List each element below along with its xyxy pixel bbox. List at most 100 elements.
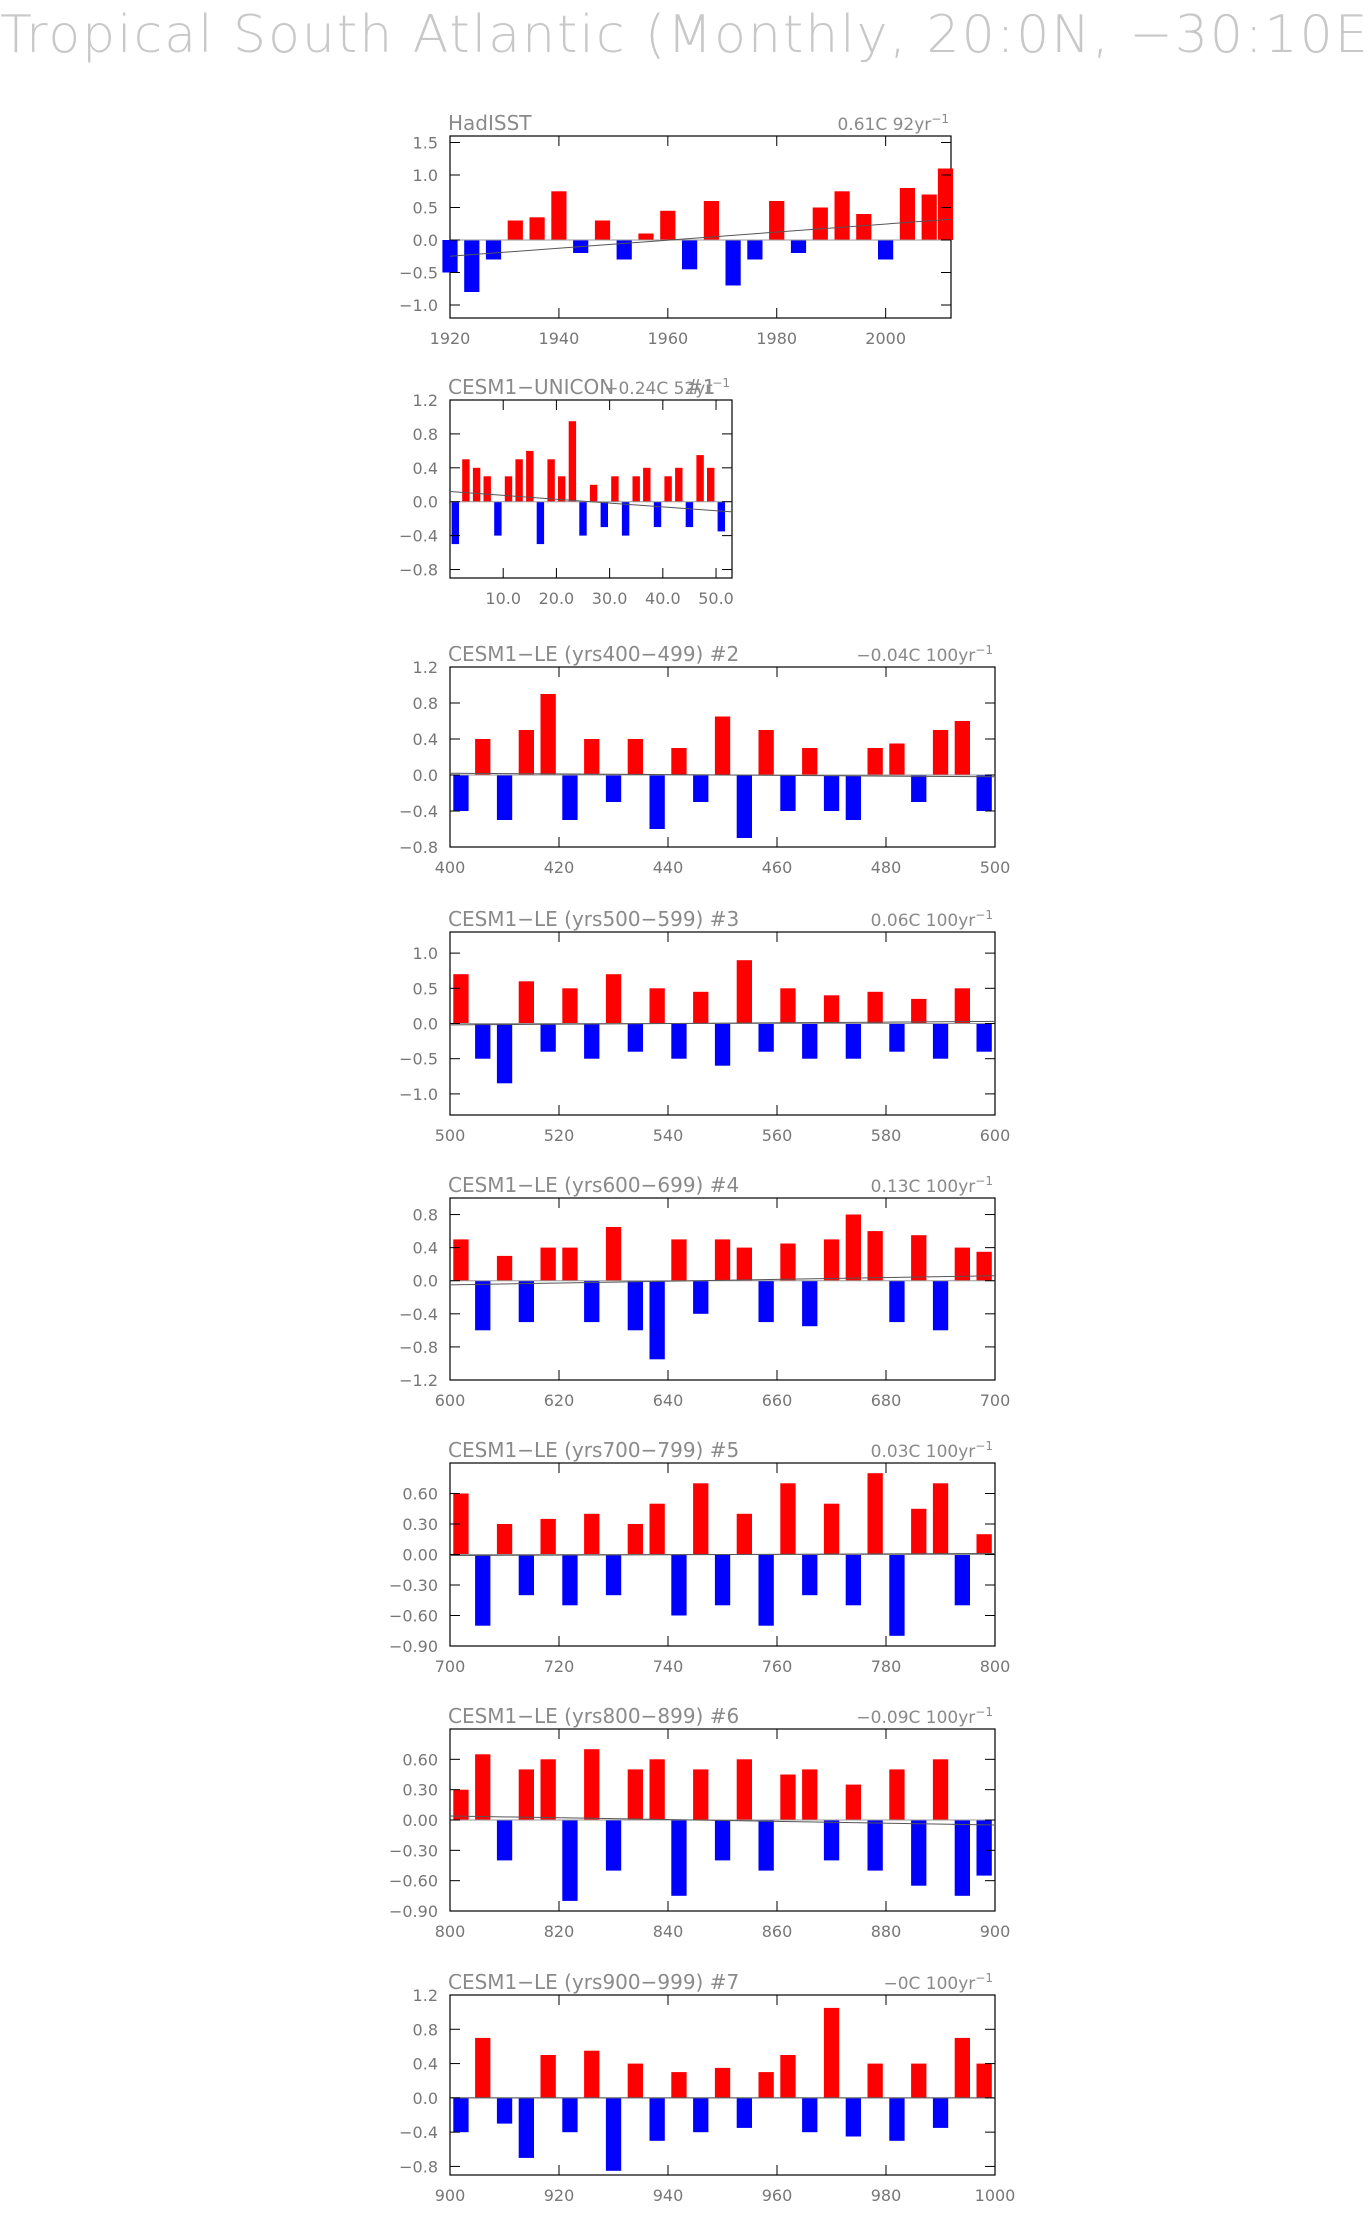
data-bar — [649, 1280, 665, 1360]
data-bar — [780, 775, 796, 811]
x-tick-label: 780 — [871, 1657, 902, 1676]
data-bar — [889, 1280, 905, 1323]
data-bar — [954, 1247, 970, 1281]
x-tick-label: 820 — [544, 1922, 575, 1941]
chart-panel-3: 400 420 440 460 480 500 1.2 0.8 0.4 0.0 −0.4 −0.8 CE… — [399, 642, 1010, 877]
y-tick-label: 1.2 — [413, 1986, 438, 2005]
data-bar — [703, 201, 719, 240]
y-tick-label: 0.30 — [402, 1515, 438, 1534]
data-bar — [594, 220, 611, 240]
data-bar — [540, 2055, 556, 2098]
data-bar — [526, 450, 534, 502]
x-tick-label: 980 — [871, 2186, 902, 2205]
data-bar — [638, 233, 654, 240]
data-bar — [758, 1820, 774, 1871]
data-bar — [790, 240, 807, 253]
y-tick-label: −0.4 — [399, 802, 438, 821]
panel-trend-label: 0.03C 100yr−1 — [871, 1439, 993, 1462]
data-bar — [976, 1023, 992, 1052]
data-bar — [976, 2063, 992, 2098]
data-bar — [714, 1023, 731, 1066]
y-tick-label: −0.90 — [389, 1637, 438, 1656]
chart-panel-7: 800 820 840 860 880 900 0.60 0.30 0.00 −0.30 −0.60… — [389, 1704, 1010, 1941]
data-bar — [551, 191, 567, 241]
data-bar — [605, 2097, 622, 2171]
data-bar — [736, 1247, 752, 1281]
data-bar — [496, 1524, 513, 1555]
panel-trend-label: −0.24C 52yr−1 — [604, 376, 730, 399]
data-bar — [475, 1280, 491, 1331]
data-bar — [834, 191, 850, 241]
data-bar — [453, 1493, 469, 1555]
data-bar — [714, 1820, 731, 1861]
data-bar — [976, 1534, 992, 1555]
data-bar — [845, 775, 861, 820]
data-bar — [685, 501, 694, 528]
data-bar — [540, 1247, 556, 1281]
data-bar — [954, 721, 970, 775]
data-bar — [889, 743, 905, 775]
data-bar — [649, 775, 665, 829]
panel-title: CESM1−LE (yrs400−499) #2 — [448, 642, 739, 666]
x-tick-label: 480 — [871, 858, 902, 877]
y-tick-label: 0.5 — [413, 199, 438, 218]
y-tick-label: −0.8 — [399, 561, 438, 580]
x-tick-label: 860 — [762, 1922, 793, 1941]
y-tick-label: 0.00 — [402, 1546, 438, 1565]
plot-frame — [449, 135, 952, 319]
y-tick-label: −0.60 — [389, 1607, 438, 1626]
y-tick-label: 0.0 — [413, 1015, 438, 1034]
data-bar — [518, 2097, 534, 2158]
data-bar — [584, 739, 600, 775]
data-bar — [823, 1503, 840, 1555]
data-bar — [954, 1820, 970, 1896]
data-bar — [562, 1820, 578, 1901]
trend-unit-superscript: −1 — [975, 1174, 993, 1188]
data-bar — [611, 476, 619, 502]
y-tick-label: −0.5 — [399, 1050, 438, 1069]
trend-value: −0C 100yr — [883, 1974, 975, 1994]
data-bar — [682, 240, 698, 270]
data-bar — [707, 467, 715, 502]
data-bar — [758, 1554, 774, 1626]
data-bar — [911, 1508, 927, 1555]
data-bar — [802, 2097, 818, 2133]
data-bar — [518, 1554, 534, 1596]
data-bar — [911, 2063, 927, 2098]
data-bar — [696, 455, 704, 502]
data-bar — [889, 1554, 905, 1636]
data-bar — [889, 1769, 905, 1820]
x-tick-label: 30.0 — [592, 589, 628, 608]
data-bar — [954, 1554, 970, 1606]
data-bar — [518, 1280, 534, 1323]
y-tick-label: −0.5 — [399, 264, 438, 283]
x-tick-label: 620 — [544, 1391, 575, 1410]
data-bar — [714, 1554, 731, 1606]
data-bar — [758, 1280, 774, 1323]
data-bar — [845, 1554, 861, 1606]
y-tick-label: −1.0 — [399, 296, 438, 315]
x-tick-label: 500 — [435, 1126, 466, 1145]
data-bar — [453, 2097, 469, 2133]
y-tick-label: 0.0 — [413, 231, 438, 250]
x-tick-label: 10.0 — [485, 589, 521, 608]
data-bar — [911, 998, 927, 1024]
x-tick-label: 640 — [653, 1391, 684, 1410]
x-tick-label: 700 — [980, 1391, 1011, 1410]
panel-run-label: #1 — [686, 375, 715, 399]
y-tick-label: −0.4 — [399, 527, 438, 546]
data-bar — [889, 1023, 905, 1052]
data-bar — [529, 217, 545, 241]
data-bar — [736, 1759, 752, 1820]
data-bar — [911, 1820, 927, 1886]
y-tick-label: −0.30 — [389, 1841, 438, 1860]
x-tick-label: 2000 — [865, 329, 906, 348]
y-tick-label: 0.0 — [413, 1272, 438, 1291]
x-tick-label: 660 — [762, 1391, 793, 1410]
data-bar — [780, 988, 796, 1024]
data-bar — [600, 501, 608, 528]
data-bar — [518, 981, 534, 1024]
y-tick-label: −0.8 — [399, 1338, 438, 1357]
data-bar — [911, 1235, 927, 1281]
data-bar — [562, 2097, 578, 2133]
